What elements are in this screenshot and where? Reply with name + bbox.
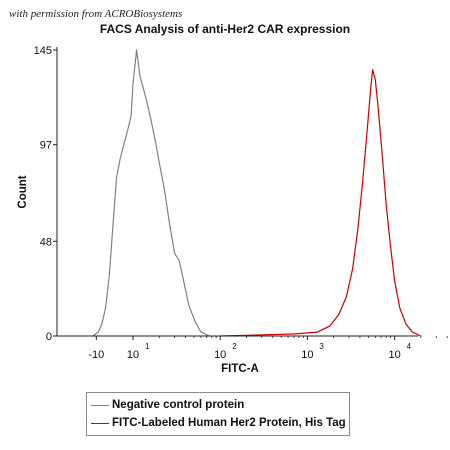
series-line-negative-control bbox=[92, 49, 210, 337]
y-tick-label: 48 bbox=[40, 236, 52, 248]
legend-label: FITC-Labeled Human Her2 Protein, His Tag bbox=[112, 417, 346, 429]
y-tick-label: 97 bbox=[40, 140, 52, 152]
x-tick-exponent: 1 bbox=[145, 342, 150, 351]
x-tick-label: 10 bbox=[214, 349, 226, 361]
y-tick-label: 0 bbox=[46, 331, 52, 343]
x-tick-label: 10 bbox=[301, 349, 313, 361]
chart-title: FACS Analysis of anti-Her2 CAR expressio… bbox=[99, 22, 351, 36]
x-tick-label: 10 bbox=[388, 349, 400, 361]
x-tick-exponent: 2 bbox=[232, 342, 237, 351]
series-line-her2-protein bbox=[220, 69, 422, 337]
y-axis-label: Count bbox=[17, 175, 29, 208]
chart-legend: Negative control protein FITC-Labeled Hu… bbox=[86, 392, 350, 436]
legend-swatch-red bbox=[91, 422, 109, 424]
legend-swatch-gray bbox=[91, 404, 109, 406]
y-tick-label: 145 bbox=[34, 45, 52, 57]
legend-label: Negative control protein bbox=[112, 399, 245, 411]
x-tick-label: -10 bbox=[88, 349, 104, 361]
legend-item-negative-control: Negative control protein bbox=[91, 397, 244, 413]
x-axis-label: FITC-A bbox=[221, 363, 259, 375]
legend-item-her2-protein: FITC-Labeled Human Her2 Protein, His Tag bbox=[91, 415, 346, 431]
x-tick-exponent: 3 bbox=[319, 342, 324, 351]
x-tick-label: 10 bbox=[127, 349, 139, 361]
x-tick-exponent: 4 bbox=[407, 342, 412, 351]
image-credit: with permission from ACROBiosystems bbox=[9, 8, 183, 20]
